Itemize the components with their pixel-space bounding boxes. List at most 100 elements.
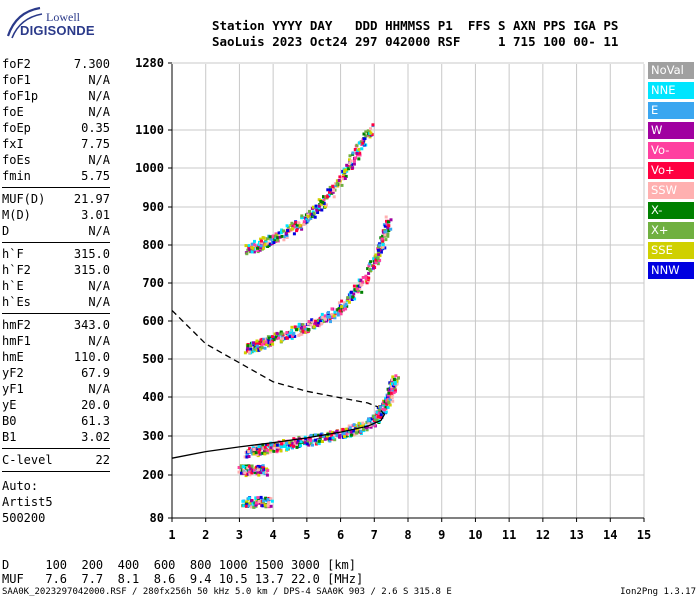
param-label: foF1p [2,89,39,103]
echo-point [341,169,345,173]
echo-point [309,439,313,443]
echo-point [269,340,273,344]
echo-point [327,193,331,197]
echo-point [324,203,328,207]
echo-point [250,471,254,475]
echo-point [291,332,295,336]
echo-point [258,467,262,471]
echo-point [239,464,243,468]
echo-point [349,159,353,163]
echo-point [323,314,327,318]
param-row: hmF2 343.0 [2,317,110,333]
y-tick-label: 700 [142,276,164,290]
echo-point [357,421,361,425]
param-value: 21.97 [73,192,110,206]
echo-point [367,417,371,421]
echo-point [362,428,365,431]
param-row: h`Es N/A [2,294,110,310]
echo-point [355,151,359,155]
x-tick-label: 2 [202,528,209,542]
x-tick-label: 13 [569,528,583,542]
param-label: h`E [2,279,24,293]
param-label: fxI [2,137,24,151]
echo-point [317,433,321,437]
echo-point [320,202,324,206]
echo-point [349,430,353,434]
param-row: yE 20.0 [2,397,110,413]
echo-point [368,269,372,273]
echo-point [378,405,382,409]
echo-point [240,469,244,473]
echo-point [253,243,257,247]
echo-point [338,182,342,186]
echo-point [249,467,253,471]
echo-point [289,331,293,335]
echo-point [340,183,344,187]
echo-point [326,188,330,192]
echo-point [269,497,273,501]
echo-point [252,468,256,472]
legend-item: W [648,122,694,139]
echo-point [286,441,290,445]
legend-item: NNE [648,82,694,99]
echo-point [282,238,286,242]
echo-point [291,227,294,231]
echo-point [333,312,337,316]
echo-point [329,188,332,192]
echo-point [261,504,265,508]
echo-point [385,402,389,406]
echo-point [391,378,394,382]
echo-point [330,313,334,316]
echo-point [357,425,361,429]
echo-point [280,442,284,446]
echo-point [275,331,279,335]
echo-point [387,388,391,392]
echo-point [247,496,251,500]
echo-point [384,396,388,400]
echo-point [249,503,252,507]
echo-point [368,135,372,139]
echo-point [384,410,388,414]
echo-point [375,410,379,414]
param-label: h`F [2,247,24,261]
echo-point [352,162,356,166]
echo-point [379,413,383,417]
echo-point [336,313,340,317]
echo-point [351,166,355,170]
echo-point [391,375,395,379]
echo-point [263,452,267,456]
y-tick-label: 1000 [135,161,164,175]
echo-point [357,147,361,151]
echo-point [256,471,260,475]
echo-point [290,325,294,329]
echo-point [253,239,256,243]
param-divider [2,448,110,449]
echo-point [290,334,294,338]
echo-point [293,325,297,329]
echo-point [257,243,261,247]
echo-point [348,161,352,165]
echo-point [262,337,266,341]
echo-point [391,399,395,403]
echo-point [259,242,263,245]
echo-point [383,408,387,412]
echo-point [281,337,285,341]
header-line-2: SaoLuis 2023 Oct24 297 042000 RSF 1 715 … [212,34,619,49]
echo-point [298,223,302,227]
echo-point [313,215,317,219]
echo-point [302,220,306,224]
echo-point [247,450,251,454]
echo-point [275,445,279,449]
muf-distance-row: D 100 200 400 600 800 1000 1500 3000 [km… [2,558,357,572]
echo-point [393,380,397,384]
echo-point [255,344,259,348]
echo-point [258,448,262,452]
param-group-2: MUF(D) 21.97 M(D) 3.01 D N/A [2,191,110,239]
echo-point [356,284,360,288]
x-tick-label: 10 [468,528,482,542]
echo-point [240,471,243,475]
echo-point [351,151,355,155]
echo-point [344,174,348,178]
echo-point [306,440,309,444]
echo-point [270,442,274,446]
